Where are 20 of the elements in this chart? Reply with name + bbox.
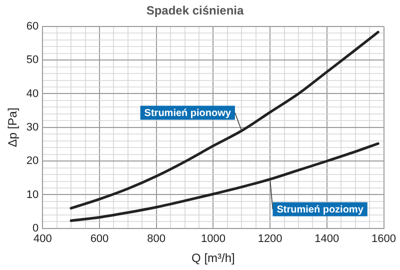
x-tick-label: 1400 [314,233,340,246]
series-label: Strumień pionowy [144,108,232,120]
y-tick-label: 60 [26,20,39,32]
x-tick-label: 800 [147,233,166,246]
x-axis-title: Q [m³/h] [192,251,235,266]
y-tick-label: 0 [32,222,39,234]
text: Strumień poziomy [276,204,364,216]
line-series [70,142,380,222]
y-tick-label: 40 [26,88,39,100]
x-tick-label: 1000 [200,233,226,246]
x-tick-label: 400 [33,233,52,246]
x-tick-label: 1600 [372,233,396,246]
y-axis-title: Δp [Pa] [6,108,20,148]
y-tick-label: 10 [26,188,39,201]
x-tick-label: 1200 [258,233,282,246]
chart-title: Spadek ciśnienia [146,4,244,18]
y-tick-label: 30 [26,121,39,134]
y-tick-label: 20 [26,155,39,168]
x-tick-label: 600 [90,233,109,246]
y-tick-label: 50 [26,54,39,66]
